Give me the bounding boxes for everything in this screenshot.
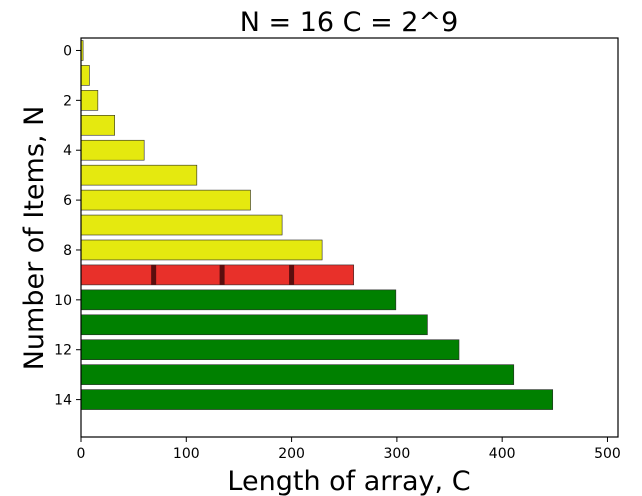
bar-item-4	[80, 139, 145, 161]
x-tick-label: 100	[173, 446, 200, 462]
x-axis: 0 100 200 300 400 500	[77, 437, 621, 462]
x-tick-label: 0	[77, 446, 86, 462]
bar-item-6	[80, 189, 251, 211]
marker-group	[151, 264, 295, 285]
bar-item-3	[80, 115, 115, 136]
bar-item-10	[80, 289, 397, 311]
x-tick-label: 400	[489, 446, 516, 462]
y-tick-label: 2	[63, 93, 72, 109]
x-tick-label: 300	[384, 446, 411, 462]
y-axis: 0 2 4 6 8 10 12 14	[54, 43, 81, 409]
y-tick-label: 8	[63, 243, 72, 259]
bar-item-5	[80, 164, 198, 186]
bar-item-11	[80, 314, 428, 336]
y-tick-label: 4	[63, 143, 72, 159]
bar-item-9	[80, 264, 355, 286]
bar-item-14	[80, 389, 554, 410]
bar-item-12	[80, 339, 460, 360]
bar-item-2	[80, 90, 99, 111]
x-tick-label: 200	[278, 446, 305, 462]
y-axis-label: Number of Items, N	[19, 106, 50, 371]
x-axis-label: Length of array, C	[227, 466, 470, 496]
y-tick-label: 10	[54, 293, 72, 309]
y-tick-label: 12	[54, 343, 72, 359]
x-tick-label: 500	[594, 446, 621, 462]
bar-item-7	[80, 214, 283, 236]
marker-3	[289, 264, 295, 285]
bar-item-13	[80, 364, 515, 385]
marker-1	[151, 264, 157, 285]
y-tick-label: 14	[54, 393, 72, 409]
chart-title: N = 16 C = 2^9	[240, 7, 459, 38]
marker-2	[219, 264, 225, 285]
bar-item-8	[80, 239, 323, 261]
bar-item-1	[80, 65, 90, 86]
y-tick-label: 6	[63, 193, 72, 209]
y-tick-label: 0	[63, 43, 72, 59]
bars-group	[80, 40, 554, 410]
plot-frame	[80, 37, 619, 438]
